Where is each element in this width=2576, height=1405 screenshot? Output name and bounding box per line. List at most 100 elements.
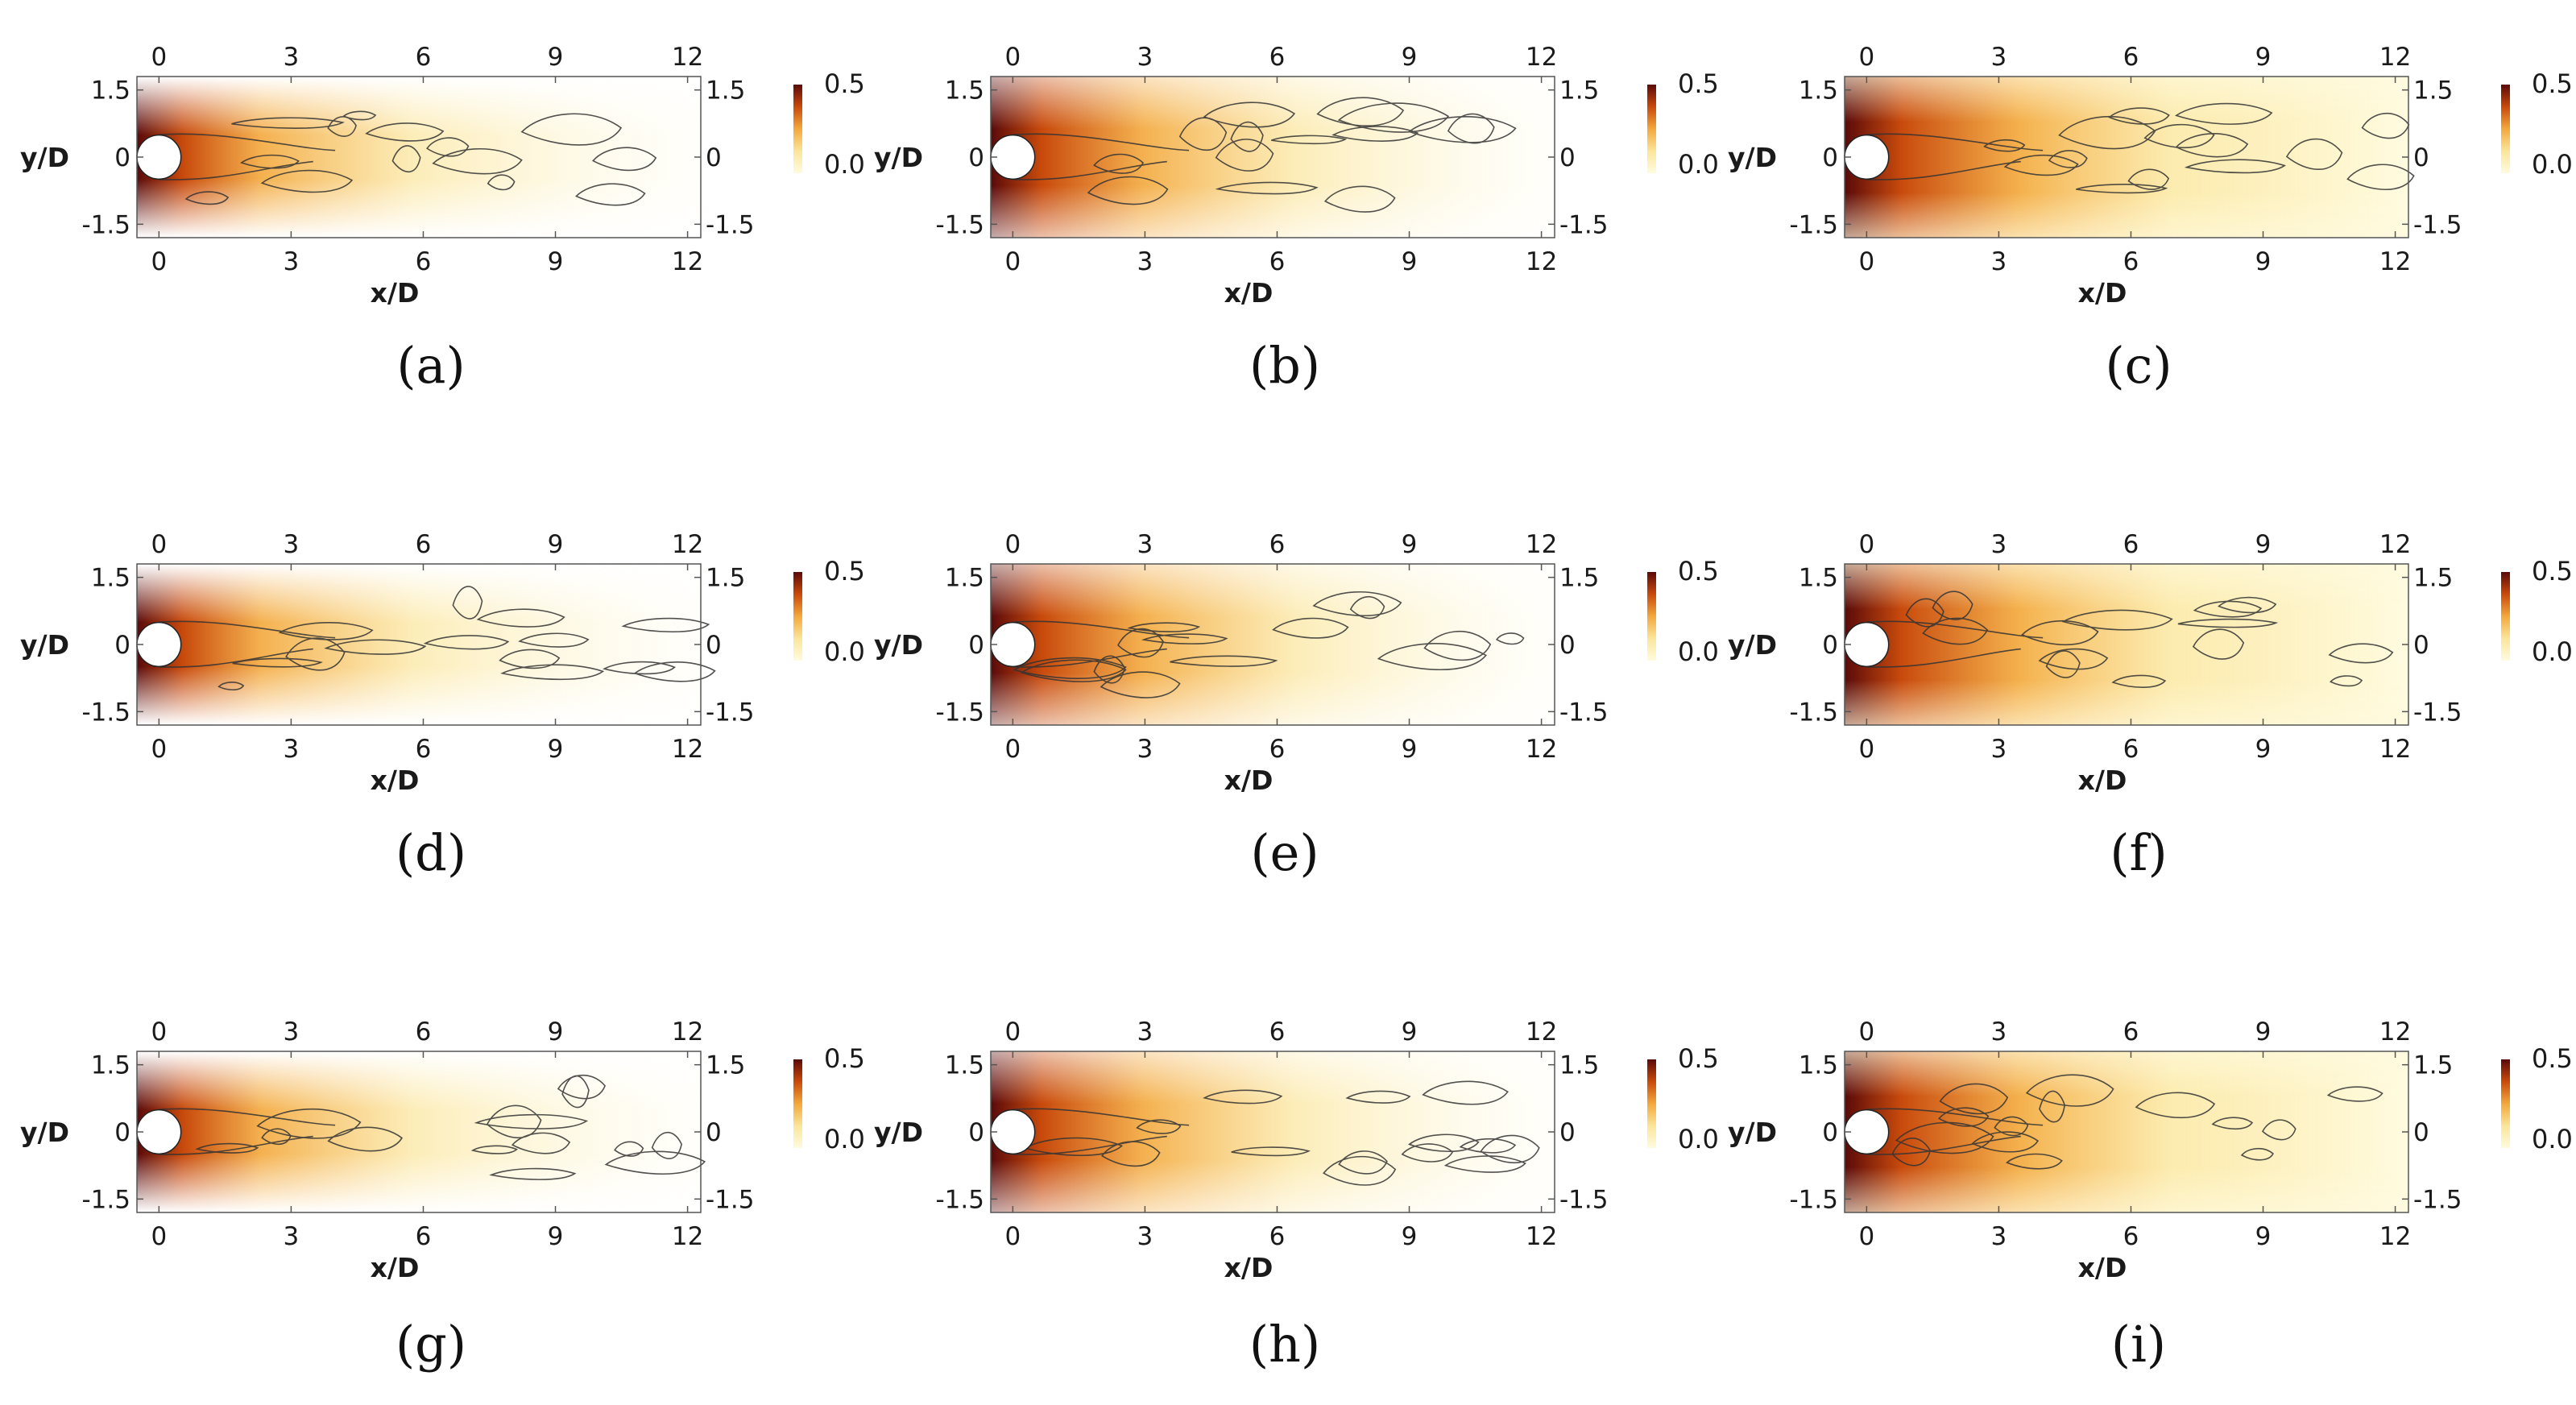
x-axis-label: x/D [1224,277,1274,309]
y-tick-label: -1.5 [82,698,131,727]
contour-line [423,635,510,650]
contour-line [184,191,230,205]
x-tick-label: 9 [548,530,564,559]
x-tick-label: 9 [548,247,564,276]
contour-line [1100,671,1181,698]
vortex-contours [159,1074,706,1180]
x-tick-label: 6 [416,735,432,764]
contour-line [2135,1092,2216,1119]
y-tick-label: 0 [968,631,984,660]
x-tick-label: 0 [1004,1222,1021,1251]
cylinder [1844,1109,1890,1155]
x-tick-label: 12 [1526,530,1557,559]
panel-caption: (e) [1250,823,1319,882]
contour-line [1323,185,1396,213]
colorbar-max-label: 0.5 [2532,68,2573,99]
contour-line [2262,1119,2296,1141]
x-tick-label: 9 [2255,530,2272,559]
y-axis-label: y/D [1728,1117,1777,1148]
x-tick-label: 6 [1269,247,1286,276]
y-tick-label-right: -1.5 [1559,210,1609,239]
cylinder [136,134,182,180]
x-tick-label: 3 [1137,1222,1153,1251]
contour-line [633,661,716,682]
contour-line [2021,620,2099,646]
shear-layer-contour [1866,1108,2044,1155]
contour-line [1938,1107,1990,1127]
x-axis-label: x/D [371,765,420,796]
panel-caption: (f) [2110,823,2167,882]
contour-line [557,1074,606,1100]
contour-line [1337,102,1450,133]
contour-line [603,661,676,675]
contour-line [327,116,357,137]
contour-line [2177,618,2279,628]
wake-field [1845,564,2408,725]
panel-caption: (b) [1249,336,1320,395]
y-tick-label: 1.5 [1799,1051,1838,1080]
y-tick-label: 1.5 [91,564,130,593]
y-tick-label-right: 0 [706,143,722,172]
colorbar-min-label: 0.0 [2532,1124,2573,1154]
y-tick-label-right: 1.5 [706,77,745,106]
contour-line [2045,650,2081,678]
vortex-contours [1866,102,2415,194]
panel-f: 0 0 3 3 6 6 9 9 12 12 x/D 1.5 1.5 0 0 -1.5 -1.5 y/D 0.5 0.0… [1728,530,2573,882]
y-axis-label: y/D [874,1117,923,1148]
y-tick-label-right: -1.5 [1559,1185,1609,1214]
contour-line [1203,102,1296,128]
contour-line [1093,153,1145,174]
y-tick-label: 0 [968,143,984,172]
colorbar-max-label: 0.5 [1678,1043,1719,1074]
panel-h: 0 0 3 3 6 6 9 9 12 12 x/D 1.5 1.5 0 0 -1.5 -1.5 y/D 0.5 0.0… [874,1017,1719,1374]
shear-layer-contour [1013,133,1190,180]
contour-line [1443,1155,1526,1173]
contour-line [1271,135,1348,145]
y-tick-label-right: -1.5 [1559,698,1609,727]
colorbar-max-label: 0.5 [824,1043,865,1074]
x-tick-label: 9 [1402,1222,1418,1251]
contour-line [1023,1137,1124,1157]
x-axis-label: x/D [371,1252,420,1283]
contour-line [2285,138,2343,171]
x-tick-label: 12 [672,247,703,276]
contour-line [1905,598,1944,628]
x-tick-label: 6 [2123,1222,2139,1251]
x-axis-label: x/D [1224,1252,1274,1283]
colorbar-min-label: 0.0 [824,1124,865,1154]
y-tick-label-right: 0 [706,1118,722,1147]
panel-caption: (g) [396,1315,466,1374]
x-tick-label: 12 [2379,1222,2411,1251]
colorbar [1647,572,1656,661]
cylinder [990,1109,1036,1155]
contour-line [1994,1116,2029,1137]
contour-line [621,617,710,632]
y-axis-label: y/D [1728,142,1777,173]
contour-line [561,1075,590,1109]
y-tick-label: 1.5 [91,77,130,106]
x-tick-label: 0 [1004,43,1021,72]
x-tick-label: 6 [1269,1017,1286,1046]
contour-line [232,657,323,668]
contour-line [520,113,623,146]
contour-line [1480,1134,1540,1164]
x-tick-label: 0 [1858,247,1874,276]
x-tick-label: 6 [1269,530,1286,559]
x-tick-label: 3 [1137,530,1153,559]
y-tick-label-right: 0 [2413,631,2429,660]
y-tick-label: 1.5 [945,77,984,106]
y-axis-label: y/D [20,1117,69,1148]
x-axis-label: x/D [371,277,420,309]
y-tick-label: -1.5 [1790,698,1839,727]
shear-layer-contour [159,133,336,180]
colorbar-max-label: 0.5 [1678,68,1719,99]
y-tick-label: 0 [114,143,130,172]
y-tick-label-right: 1.5 [2413,1051,2453,1080]
vortex-contours [159,110,657,206]
colorbar [2501,85,2510,173]
contour-line [240,154,300,169]
contour-line [1408,116,1517,143]
x-tick-label: 12 [2379,735,2411,764]
x-tick-label: 9 [548,1017,564,1046]
y-tick-label-right: 1.5 [2413,77,2453,106]
